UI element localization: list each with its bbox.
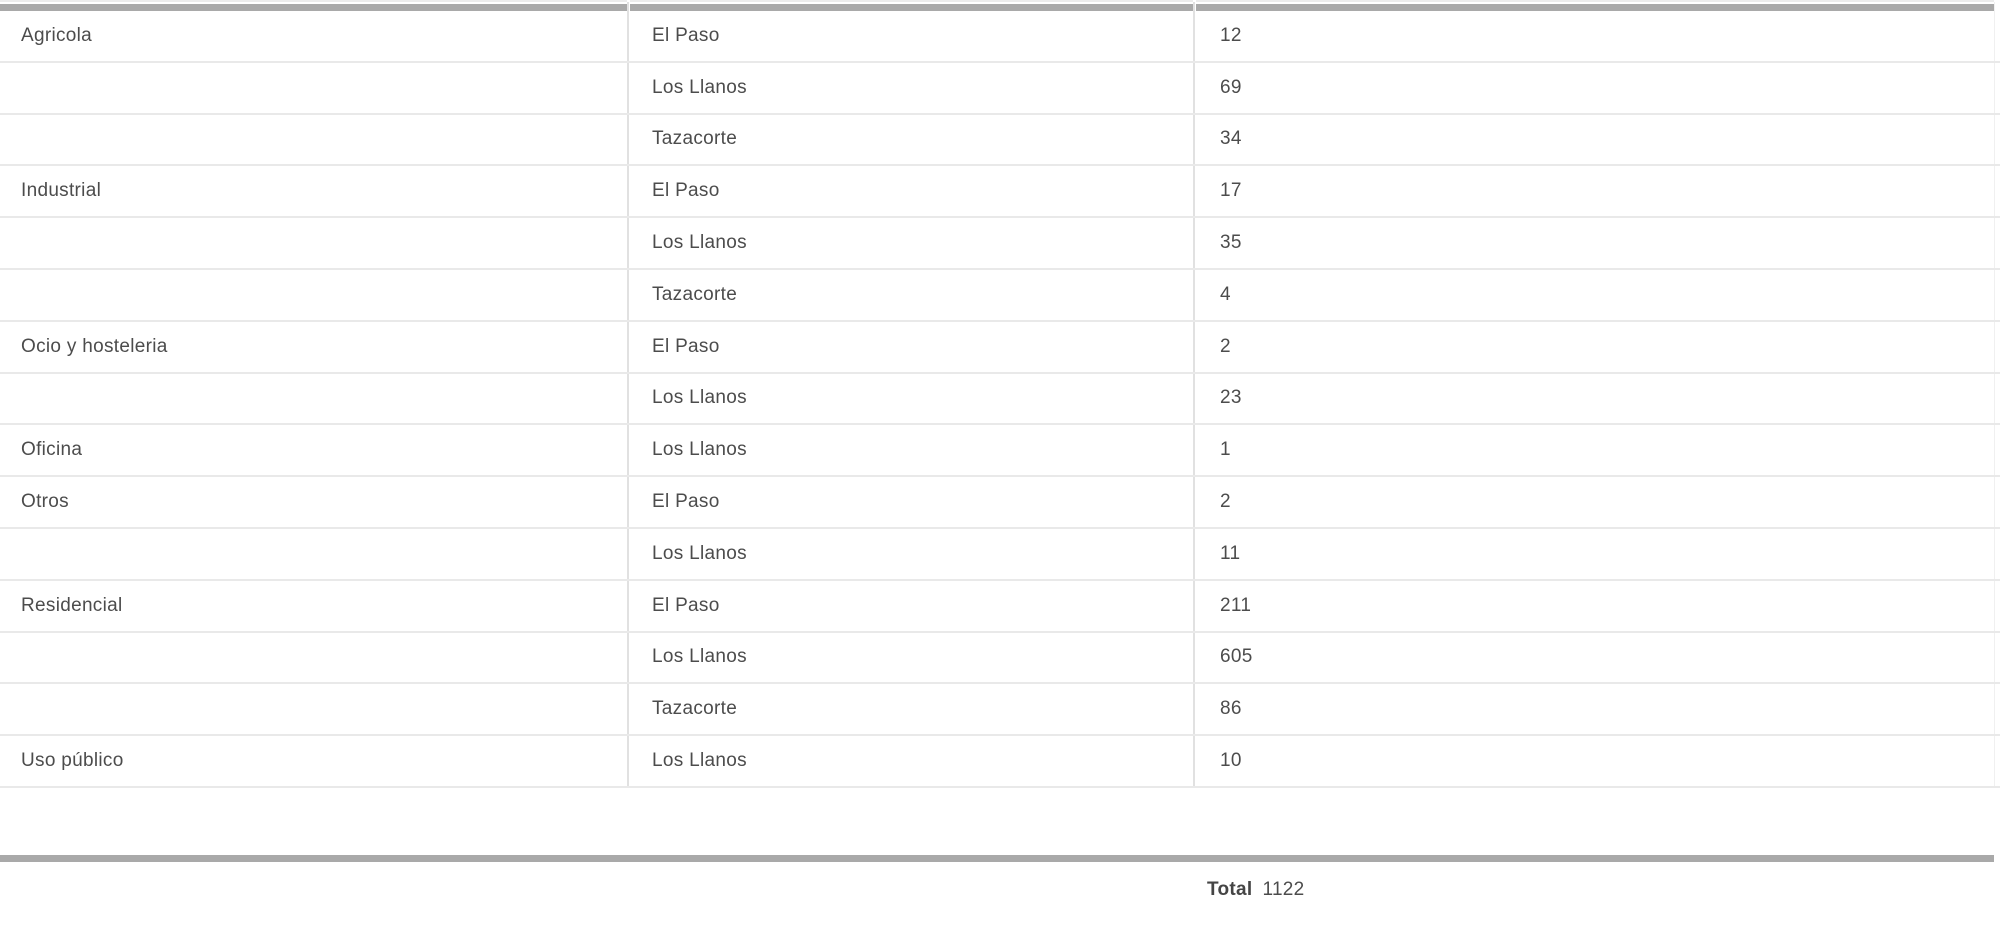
table-row: Los Llanos 23 [0, 374, 2000, 426]
value-cell: 86 [1194, 684, 2000, 737]
municipality-cell: Los Llanos [628, 374, 1194, 426]
top-hairline-segment [1196, 0, 1994, 2]
table-row: Industrial El Paso 17 [0, 166, 2000, 219]
total-value: 1122 [1262, 879, 1305, 900]
column-divider [627, 2, 629, 788]
table-row: Tazacorte 4 [0, 270, 2000, 322]
municipality-cell: Tazacorte [628, 684, 1194, 737]
category-cell: Ocio y hosteleria [0, 322, 628, 374]
table-row: Los Llanos 69 [0, 63, 2000, 115]
category-cell: Agricola [0, 11, 628, 63]
municipality-cell: Tazacorte [628, 115, 1194, 167]
table-row: Oficina Los Llanos 1 [0, 425, 2000, 478]
municipality-cell: El Paso [628, 322, 1194, 374]
category-cell [0, 63, 628, 115]
table-row: Los Llanos 11 [0, 529, 2000, 581]
category-cell: Oficina [0, 425, 628, 478]
table-row: Agricola El Paso 12 [0, 11, 2000, 63]
top-hairline-segment [630, 0, 1193, 2]
value-cell: 10 [1194, 736, 2000, 788]
category-cell [0, 529, 628, 581]
value-cell: 211 [1194, 581, 2000, 633]
municipality-cell: El Paso [628, 477, 1194, 529]
total-label: Total [1207, 879, 1253, 900]
municipality-cell: El Paso [628, 581, 1194, 633]
value-cell: 35 [1194, 218, 2000, 270]
column-divider [1193, 2, 1195, 788]
value-cell: 1 [1194, 425, 2000, 478]
municipality-cell: Los Llanos [628, 736, 1194, 788]
category-cell: Uso público [0, 736, 628, 788]
value-cell: 17 [1194, 166, 2000, 219]
value-cell: 11 [1194, 529, 2000, 581]
category-cell: Residencial [0, 581, 628, 633]
municipality-cell: Los Llanos [628, 529, 1194, 581]
municipality-cell: Los Llanos [628, 63, 1194, 115]
table-row: Tazacorte 86 [0, 684, 2000, 737]
category-cell [0, 633, 628, 685]
value-cell: 2 [1194, 322, 2000, 374]
municipality-cell: Los Llanos [628, 633, 1194, 685]
category-cell: Otros [0, 477, 628, 529]
table-top-border [630, 4, 1193, 11]
table-row: Tazacorte 34 [0, 115, 2000, 167]
category-cell [0, 115, 628, 167]
category-cell: Industrial [0, 166, 628, 219]
value-cell: 12 [1194, 11, 2000, 63]
category-cell [0, 374, 628, 426]
table-row: Los Llanos 605 [0, 633, 2000, 685]
table-top-border [1196, 4, 1994, 11]
value-cell: 34 [1194, 115, 2000, 167]
municipality-cell: Los Llanos [628, 218, 1194, 270]
table-bottom-border [0, 855, 1994, 862]
table-top-border [0, 4, 627, 11]
value-cell: 23 [1194, 374, 2000, 426]
table-body[interactable]: Agricola El Paso 12 Los Llanos 69 Tazaco… [0, 11, 2000, 788]
category-cell [0, 270, 628, 322]
category-cell [0, 684, 628, 737]
municipality-cell: Tazacorte [628, 270, 1194, 322]
top-hairline-segment [0, 0, 627, 2]
table-right-edge [1994, 2, 1995, 788]
table-row: Uso público Los Llanos 10 [0, 736, 2000, 788]
table-row: Los Llanos 35 [0, 218, 2000, 270]
municipality-cell: El Paso [628, 11, 1194, 63]
category-cell [0, 218, 628, 270]
value-cell: 605 [1194, 633, 2000, 685]
value-cell: 4 [1194, 270, 2000, 322]
value-cell: 2 [1194, 477, 2000, 529]
value-cell: 69 [1194, 63, 2000, 115]
table-row: Residencial El Paso 211 [0, 581, 2000, 633]
table-row: Otros El Paso 2 [0, 477, 2000, 529]
municipality-cell: El Paso [628, 166, 1194, 219]
total-row: Total 1122 [1207, 862, 1305, 918]
municipality-cell: Los Llanos [628, 425, 1194, 478]
table-row: Ocio y hosteleria El Paso 2 [0, 322, 2000, 374]
